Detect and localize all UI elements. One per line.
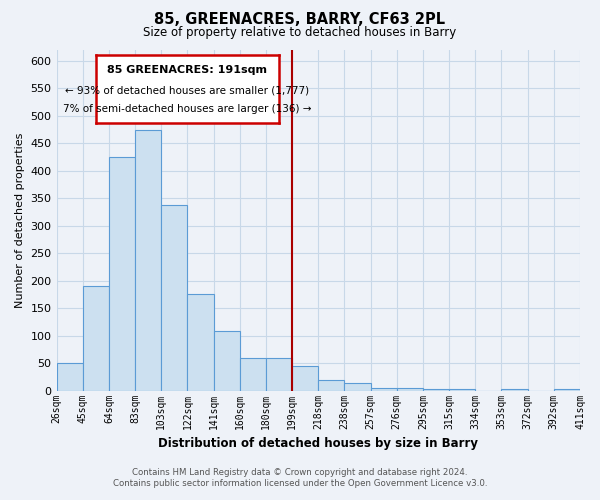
Text: 85 GREENACRES: 191sqm: 85 GREENACRES: 191sqm: [107, 65, 268, 75]
Bar: [109, 157, 135, 390]
Bar: [423, 389, 449, 390]
Bar: [266, 358, 292, 390]
Bar: [187, 294, 214, 390]
Bar: [371, 388, 397, 390]
Text: 7% of semi-detached houses are larger (136) →: 7% of semi-detached houses are larger (1…: [63, 104, 311, 114]
Bar: [397, 388, 423, 390]
Bar: [214, 332, 240, 390]
X-axis label: Distribution of detached houses by size in Barry: Distribution of detached houses by size …: [158, 437, 478, 450]
Text: 85, GREENACRES, BARRY, CF63 2PL: 85, GREENACRES, BARRY, CF63 2PL: [154, 12, 446, 26]
Text: ← 93% of detached houses are smaller (1,777): ← 93% of detached houses are smaller (1,…: [65, 85, 310, 95]
Text: Size of property relative to detached houses in Barry: Size of property relative to detached ho…: [143, 26, 457, 39]
Bar: [344, 384, 371, 390]
Y-axis label: Number of detached properties: Number of detached properties: [15, 132, 25, 308]
Bar: [502, 389, 527, 390]
Bar: [554, 389, 580, 390]
Bar: [56, 363, 83, 390]
Bar: [449, 389, 475, 390]
Bar: [135, 130, 161, 390]
Bar: [292, 366, 318, 390]
Bar: [83, 286, 109, 391]
Text: Contains HM Land Registry data © Crown copyright and database right 2024.
Contai: Contains HM Land Registry data © Crown c…: [113, 468, 487, 487]
Bar: [240, 358, 266, 390]
Bar: [318, 380, 344, 390]
Bar: [161, 206, 187, 390]
